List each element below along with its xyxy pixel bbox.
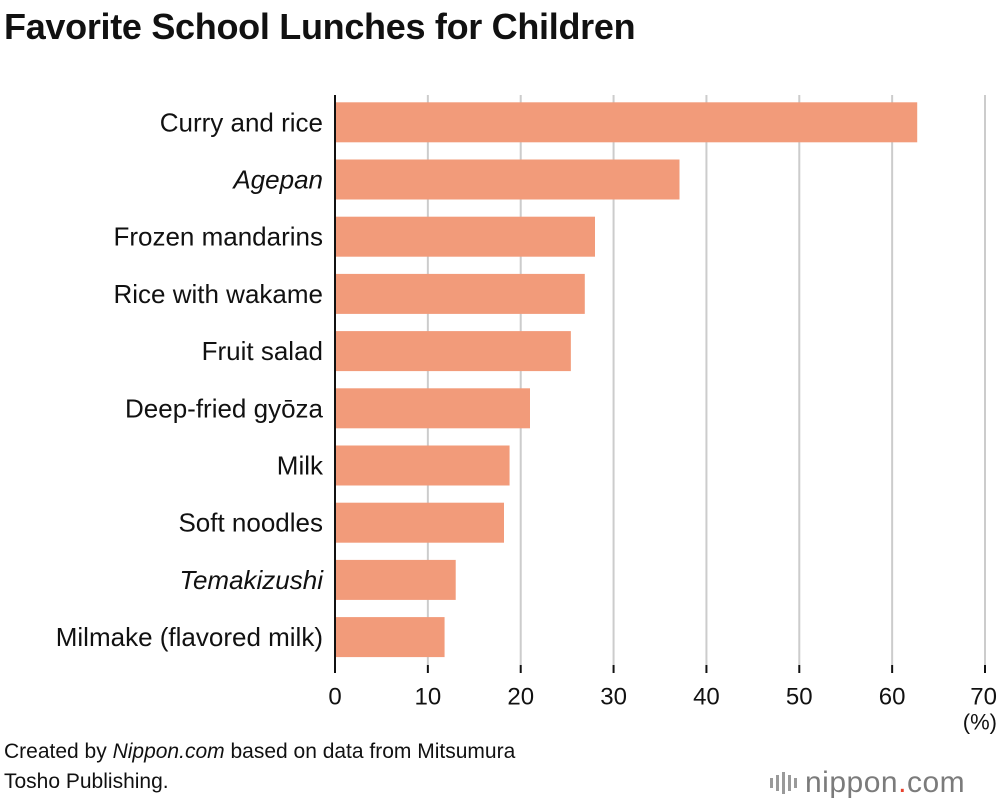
category-label-2: Frozen mandarins [113, 222, 323, 252]
source-brand: Nippon.com [112, 740, 225, 763]
bar-3 [335, 273, 585, 314]
category-label-4: Fruit salad [202, 336, 323, 366]
category-label-5: Deep-fried gyōza [125, 393, 324, 423]
x-tick-label-40: 40 [693, 684, 720, 711]
x-tick-label-30: 30 [600, 684, 627, 711]
category-label-9: Milmake (flavored milk) [56, 622, 323, 652]
x-tick-label-50: 50 [786, 684, 813, 711]
bar-8 [335, 559, 456, 600]
x-tick-label-60: 60 [879, 684, 906, 711]
source-note: Created by Nippon.com based on data from… [4, 737, 515, 797]
chart-title: Favorite School Lunches for Children [4, 6, 636, 47]
bar-7 [335, 502, 504, 543]
logo-text: nippon.com [805, 766, 966, 799]
x-unit-label: (%) [963, 710, 997, 735]
bar-2 [335, 216, 595, 257]
x-tick-label-0: 0 [328, 684, 341, 711]
source-line2: Tosho Publishing. [4, 770, 169, 793]
bar-5 [335, 388, 530, 429]
source-suffix: based on data from Mitsumura [224, 740, 516, 763]
x-tick-label-10: 10 [415, 684, 442, 711]
logo-bars-icon [770, 772, 797, 794]
x-tick-label-70: 70 [970, 684, 997, 711]
category-label-7: Soft noodles [178, 508, 323, 538]
bar-1 [335, 159, 680, 200]
x-tick-label-20: 20 [507, 684, 534, 711]
bar-6 [335, 445, 510, 486]
category-label-1: Agepan [231, 165, 323, 195]
bar-9 [335, 617, 445, 658]
category-label-6: Milk [277, 451, 324, 481]
category-label-0: Curry and rice [160, 107, 323, 137]
nippon-logo: nippon.com [770, 763, 965, 803]
source-prefix: Created by [4, 740, 113, 763]
bar-4 [335, 331, 571, 372]
category-label-3: Rice with wakame [113, 279, 323, 309]
bar-0 [335, 102, 918, 143]
category-label-8: Temakizushi [179, 565, 324, 595]
